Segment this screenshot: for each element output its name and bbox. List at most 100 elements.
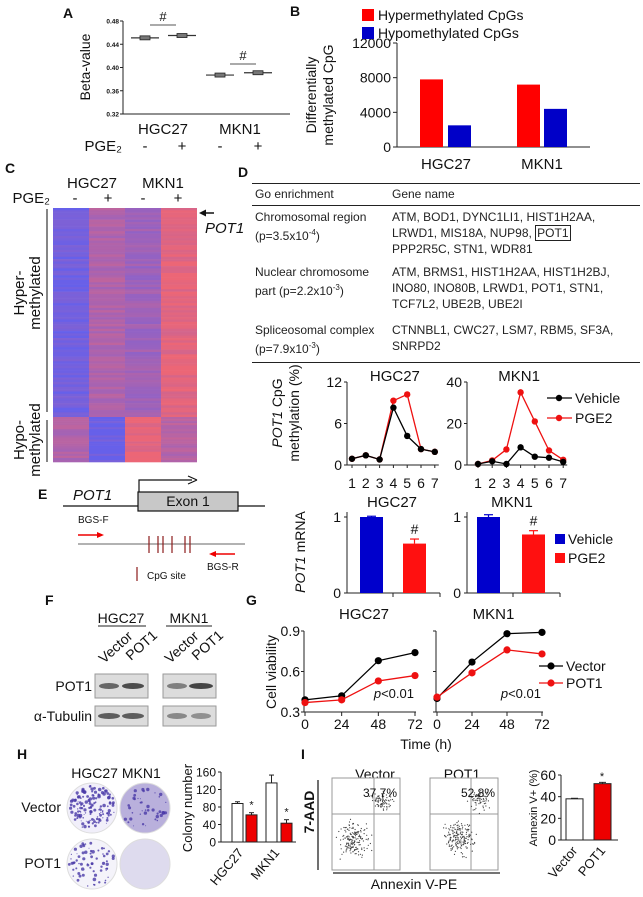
heatmap-row-cell (161, 421, 197, 424)
heatmap-row-cell (161, 305, 197, 309)
heatmap-row-cell (53, 425, 89, 428)
i-bar-pot1 (593, 783, 612, 841)
heatmap-row-cell (125, 419, 161, 422)
heatmap-row-cell (89, 256, 125, 260)
i-flow-event (355, 849, 357, 851)
i-flow-event (343, 834, 345, 837)
heatmap-row-cell (161, 389, 197, 392)
i-flow-event (461, 824, 463, 827)
h-colony-dot (91, 850, 95, 854)
i-flow-event (390, 792, 392, 794)
h-colony-dot (105, 869, 107, 871)
heatmap-row-cell (89, 217, 125, 220)
heatmap-row-cell (53, 305, 89, 309)
i-flow-event (490, 789, 492, 792)
c-row-group-label: methylated (27, 256, 44, 329)
h-colony-dot (102, 792, 106, 796)
heatmap-row-cell (53, 365, 89, 369)
i-flow-event (458, 833, 460, 835)
heatmap-row-cell (161, 328, 197, 332)
i-flow-event (452, 836, 455, 838)
heatmap-row-cell (125, 210, 161, 213)
i-flow-event (389, 805, 391, 807)
heatmap-row-cell (53, 270, 89, 274)
i-flow-event (354, 853, 356, 855)
f-band (99, 683, 119, 689)
i-flow-event (449, 839, 451, 841)
i-flow-event (456, 848, 458, 850)
heatmap-row-cell (161, 331, 197, 334)
heatmap-row-cell (161, 249, 197, 253)
g-point-pot1 (433, 693, 441, 701)
p-exponent: -3 (332, 283, 340, 292)
heatmap-row-cell (125, 303, 161, 306)
i-flow-event (354, 828, 356, 831)
i-flow-event (354, 840, 356, 843)
i-flow-event (465, 833, 467, 835)
d-line-y-axis-label-line2: methylation (%) (286, 364, 302, 461)
i-flow-event (335, 836, 337, 839)
d-line-point-vehicle (376, 456, 383, 463)
h-colony-dot (89, 841, 93, 845)
h-colony-dot (76, 802, 79, 806)
heatmap-row-cell (53, 433, 89, 436)
i-flow-event (356, 831, 358, 833)
h-colony-dot (75, 791, 79, 795)
i-flow-event (453, 824, 455, 826)
heatmap-row-cell (161, 405, 197, 409)
heatmap-row-cell (125, 249, 161, 253)
heatmap-row-cell (89, 342, 125, 346)
h-colony-dot (97, 787, 102, 792)
f-band (191, 713, 211, 719)
a-y-axis-label: Beta-value (77, 33, 93, 100)
i-flow-event (383, 792, 385, 795)
h-colony-dot (93, 790, 98, 794)
i-flow-event (472, 843, 475, 845)
heatmap-row-cell (89, 293, 125, 297)
i-flow-event (454, 823, 456, 826)
h-colony-dot (161, 811, 165, 815)
i-flow-event (451, 848, 453, 850)
heatmap-row-cell (161, 266, 197, 269)
i-flow-event (460, 852, 462, 854)
c-treatment-sign: + (104, 190, 113, 207)
heatmap-row-cell (53, 439, 89, 442)
heatmap-row-cell (53, 221, 89, 225)
h-colony-dot (106, 792, 110, 795)
heatmap-row-cell (125, 300, 161, 304)
i-flow-event (449, 838, 451, 840)
h-bar-pot1 (280, 822, 293, 843)
heatmap-row-cell (125, 328, 161, 332)
i-flow-event (449, 833, 451, 836)
i-flow-event (346, 842, 348, 844)
i-flow-event (358, 854, 360, 856)
i-flow-event (377, 805, 379, 808)
i-flow-event (454, 836, 456, 839)
g-legend-marker (547, 662, 555, 670)
heatmap-row-cell (125, 429, 161, 432)
i-flow-event (376, 797, 378, 799)
heatmap-row-cell (161, 242, 197, 246)
i-flow-event (470, 843, 472, 846)
heatmap-row-cell (125, 314, 161, 318)
h-colony-dot (93, 786, 96, 790)
i-flow-event (348, 838, 350, 841)
heatmap-row-cell (89, 447, 125, 451)
h-colony-dot (73, 861, 76, 864)
h-colony-dot (74, 812, 78, 815)
i-flow-event (355, 846, 357, 848)
ylabel-gene: POT1 (269, 411, 285, 448)
i-flow-event (454, 850, 456, 853)
i-flow-event (344, 829, 346, 832)
p-symbol: p (500, 686, 508, 701)
i-flow-event (453, 827, 455, 829)
heatmap-row-cell (161, 282, 197, 285)
e-primer-r-arrowhead-icon (209, 551, 216, 557)
heatmap-row-cell (161, 240, 197, 244)
h-colony-dot (133, 797, 136, 801)
h-colony-dot (88, 802, 92, 805)
i-flow-event (360, 827, 362, 830)
d-line-y-tick-label: 0 (334, 457, 342, 473)
heatmap-row-cell (125, 349, 161, 353)
d-line-x-tick-label: 3 (376, 475, 384, 491)
